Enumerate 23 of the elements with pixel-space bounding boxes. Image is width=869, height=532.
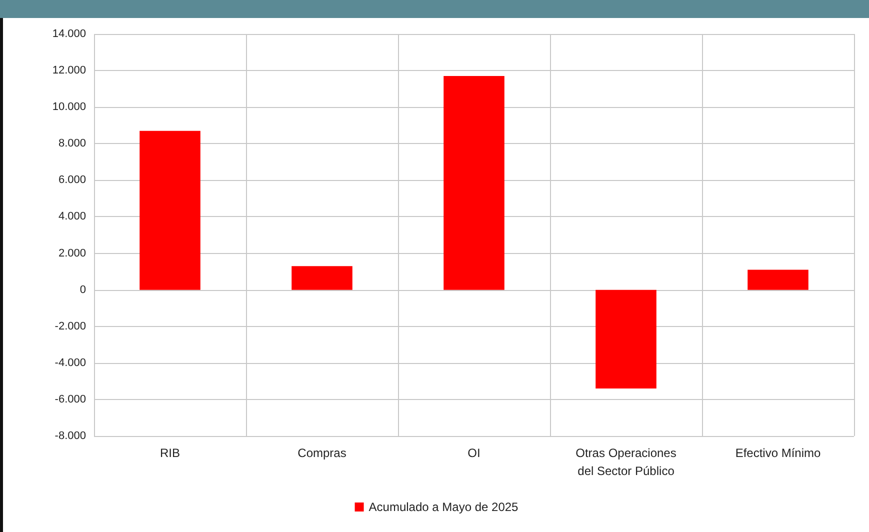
- y-tick-label: -2.000: [54, 320, 86, 332]
- y-tick-label: 12.000: [52, 64, 86, 77]
- bar: [596, 290, 656, 388]
- x-tick-label: Efectivo Mínimo: [735, 446, 822, 460]
- y-tick-label: 2.000: [58, 247, 86, 260]
- bar: [140, 130, 200, 290]
- bar: [444, 76, 504, 290]
- y-tick-label: 4.000: [58, 210, 86, 223]
- x-tick-label: RIB: [160, 446, 180, 460]
- y-tick-label: 8.000: [58, 138, 86, 150]
- x-tick-label: Compras: [298, 446, 346, 460]
- x-tick-label: Otras Operaciones del Sector Público: [576, 446, 676, 478]
- y-tick-label: 0: [80, 284, 86, 296]
- legend-label: Acumulado a Mayo de 2025: [368, 500, 519, 514]
- bar: [748, 270, 808, 290]
- y-tick-label: 6.000: [58, 174, 86, 186]
- y-tick-label: 10.000: [52, 101, 86, 114]
- bar: [292, 266, 352, 290]
- y-tick-label: -4.000: [54, 356, 86, 369]
- y-tick-label: -6.000: [54, 393, 86, 406]
- y-tick-label: -8.000: [54, 430, 86, 442]
- y-tick-label: 14.000: [52, 28, 86, 40]
- x-tick-label: OI: [468, 446, 480, 460]
